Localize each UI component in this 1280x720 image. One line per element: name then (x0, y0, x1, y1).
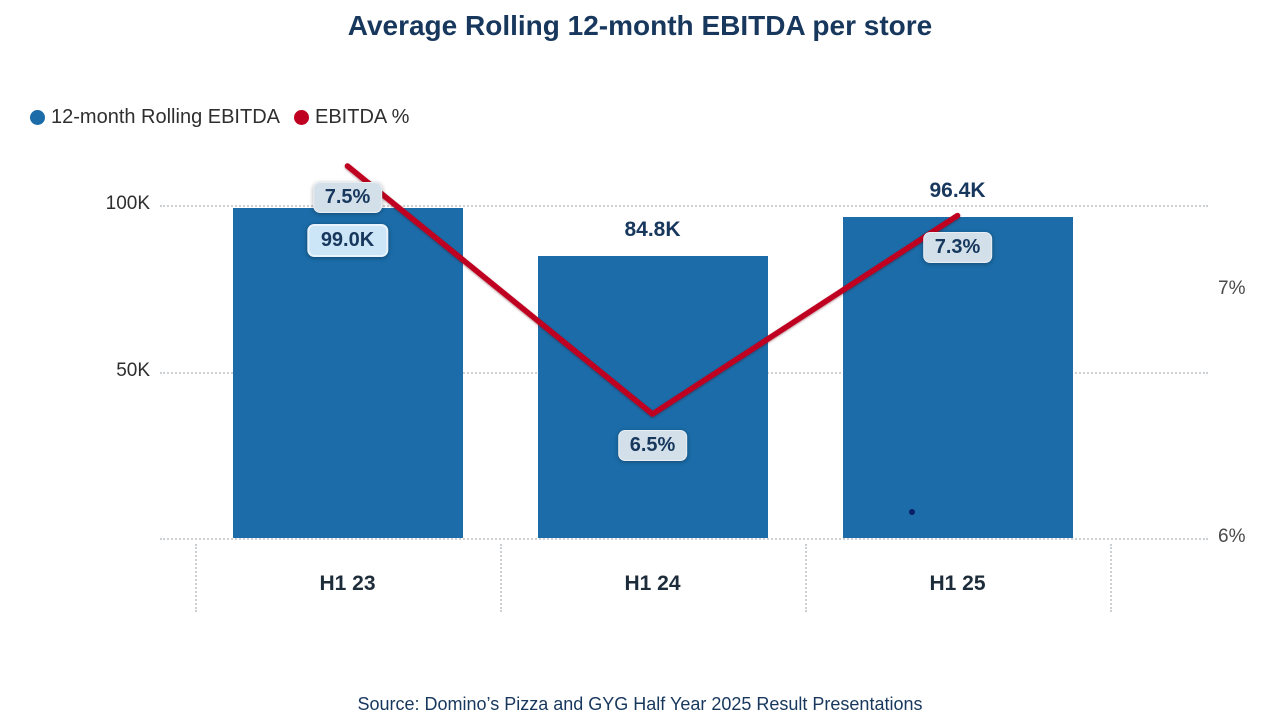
axis-tick-label-right: 7% (1218, 278, 1246, 299)
bar-h1-25 (842, 216, 1073, 538)
legend-marker-red-icon (293, 110, 309, 125)
tick-mark (195, 544, 197, 612)
line-point-label: 6.5% (617, 430, 688, 461)
category-label: H1 23 (319, 572, 376, 595)
legend-item-rolling-ebitda: 12-month Rolling EBITDA (30, 106, 280, 129)
gridline (160, 205, 1208, 207)
legend-item-ebitda-pct: EBITDA % (293, 106, 410, 129)
chart-title: Average Rolling 12-month EBITDA per stor… (347, 10, 933, 41)
bar-value-label: 84.8K (624, 217, 681, 241)
axis-baseline (160, 538, 1208, 540)
tick-mark (1110, 544, 1112, 612)
legend-label: 12-month Rolling EBITDA (51, 106, 280, 128)
legend: 12-month Rolling EBITDA EBITDA % (30, 106, 409, 129)
legend-label: EBITDA % (314, 106, 410, 128)
category-label: H1 24 (624, 572, 681, 595)
bar-h1-23 (232, 208, 463, 538)
bar-value-label: 96.4K (929, 178, 986, 202)
ebitda-pct-polyline (344, 163, 961, 417)
source-note: Source: Domino’s Pizza and GYG Half Year… (357, 694, 923, 714)
axis-tick-label-left: 100K (105, 193, 150, 214)
tick-mark (500, 544, 502, 612)
legend-marker-blue-icon (30, 110, 45, 125)
axis-tick-label-right: 6% (1218, 526, 1246, 547)
line-point-label: 7.3% (922, 231, 993, 263)
line-point-label: 7.5% (312, 182, 383, 213)
bar-value-label: 99.0K (306, 224, 389, 258)
bar-h1-24 (537, 255, 768, 538)
artifact-dot (909, 509, 915, 515)
axis-tick-label-left: 50K (116, 359, 150, 381)
category-label: H1 25 (929, 572, 986, 595)
tick-mark (805, 544, 807, 612)
